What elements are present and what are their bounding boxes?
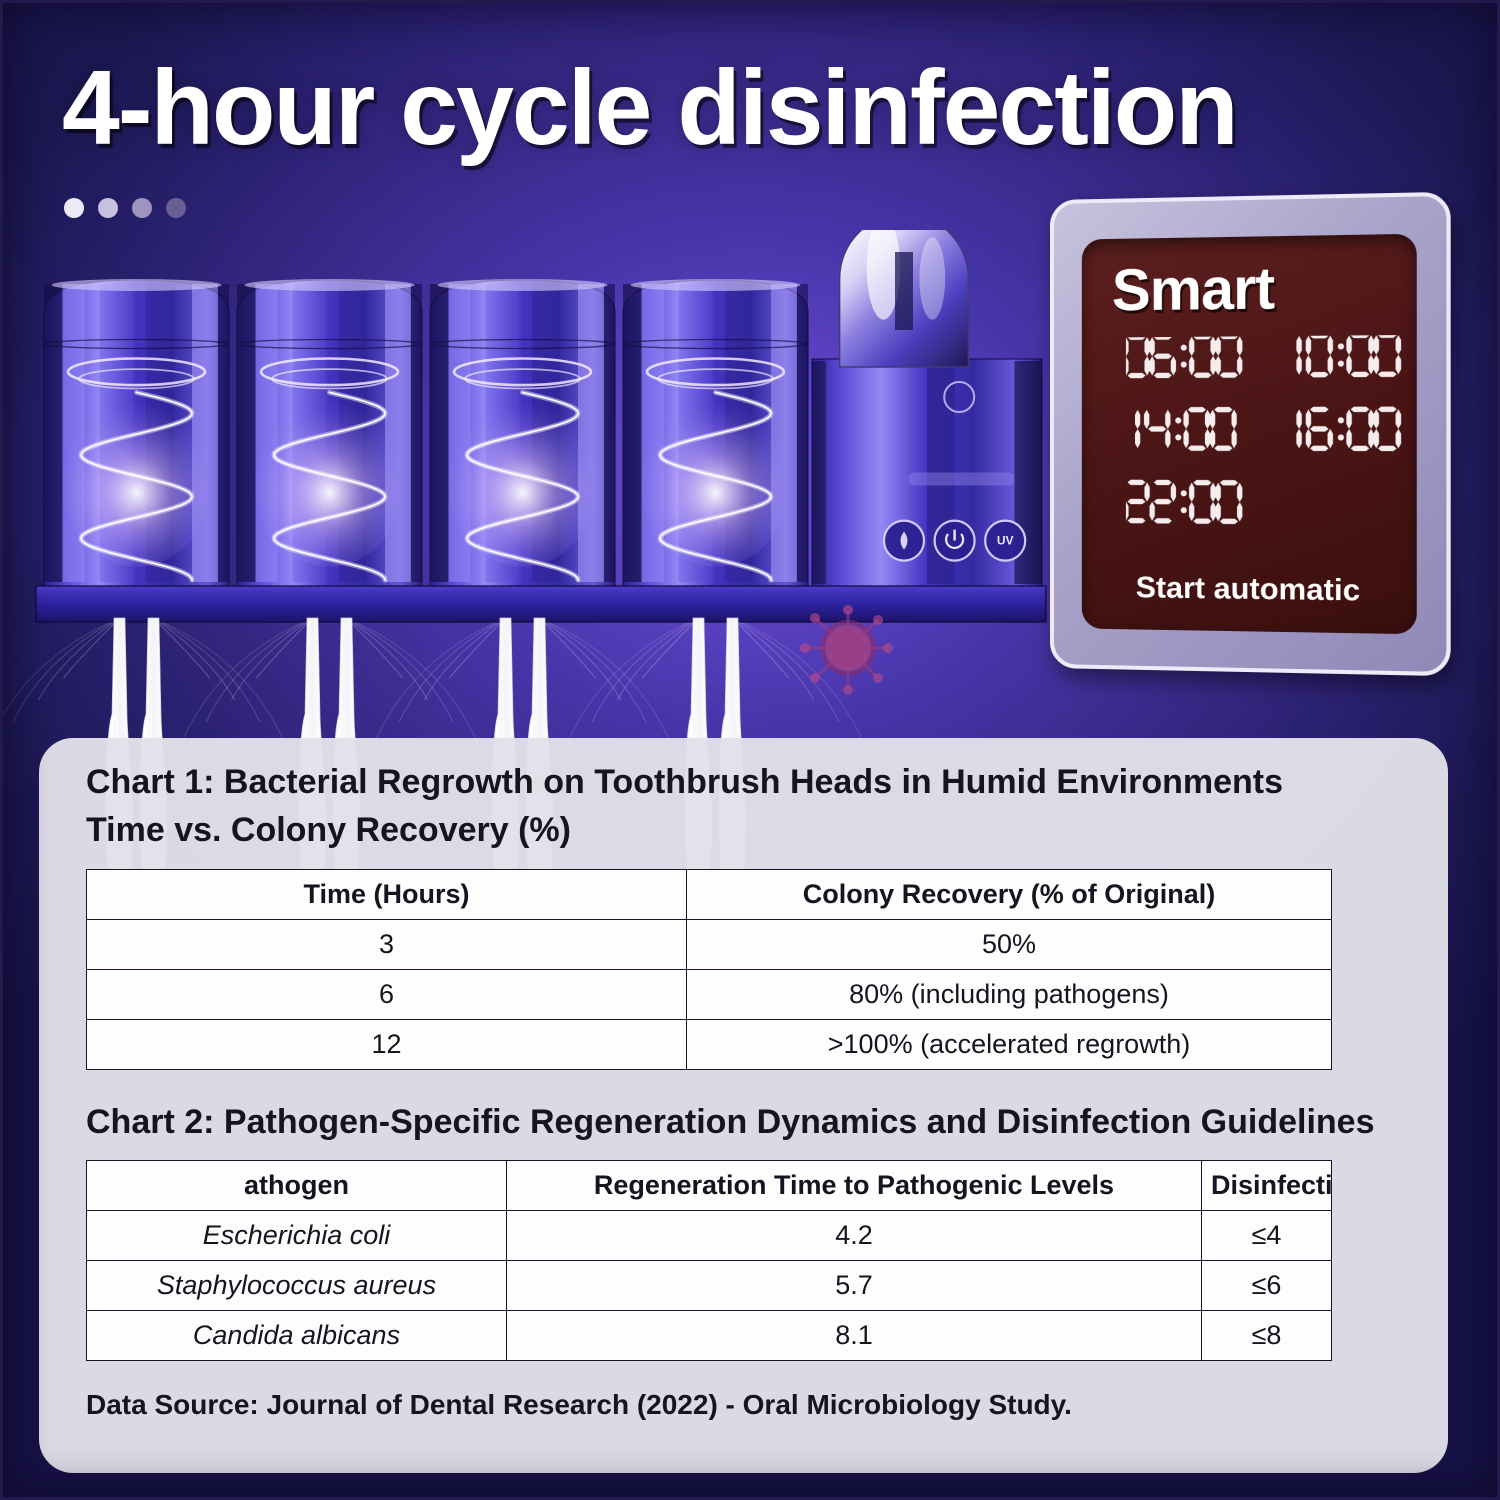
svg-text:UV: UV: [997, 534, 1014, 548]
